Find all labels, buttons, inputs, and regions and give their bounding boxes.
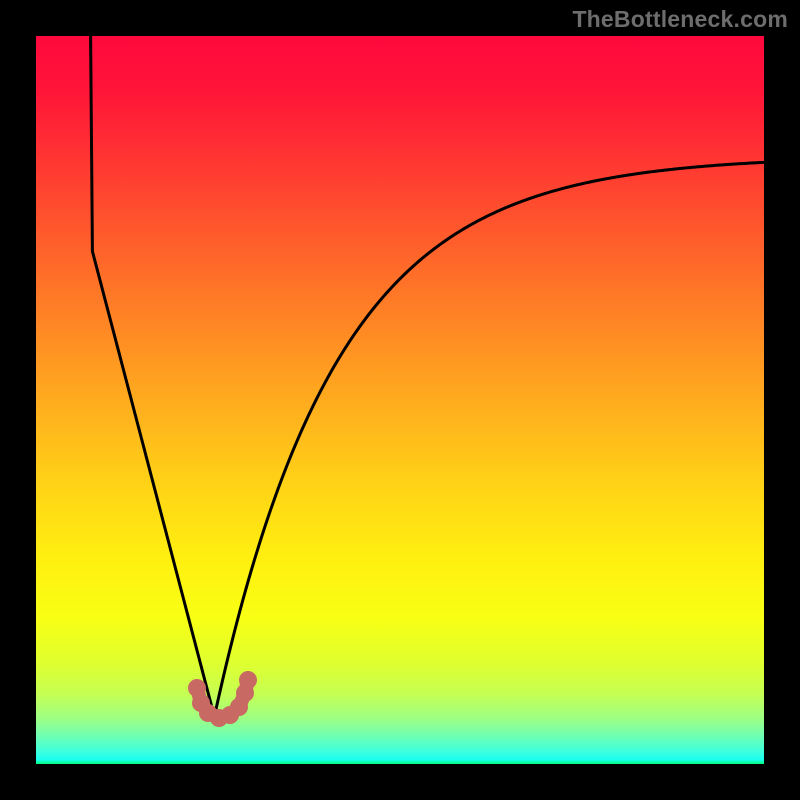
chart-overlay	[0, 0, 800, 800]
bottleneck-curve	[91, 36, 764, 717]
chart-container: TheBottleneck.com	[0, 0, 800, 800]
